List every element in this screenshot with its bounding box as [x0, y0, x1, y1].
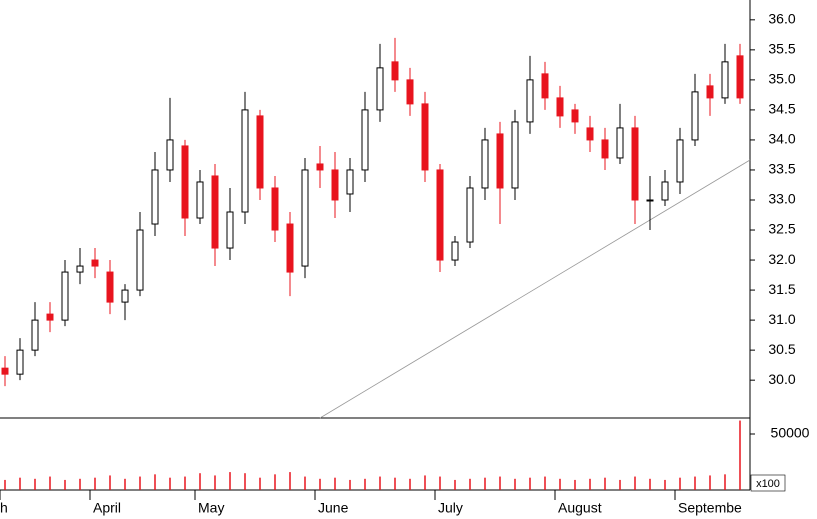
x-tick-label: May	[198, 500, 224, 516]
candle-body	[511, 121, 519, 189]
unit-box	[750, 474, 786, 492]
candle-body	[466, 187, 474, 243]
y-tick-label: 36.0	[768, 11, 795, 27]
candle-body	[526, 79, 534, 123]
candle-body	[91, 259, 99, 267]
y-tick-label: 31.5	[768, 281, 795, 297]
x-tick-label: h	[0, 500, 8, 516]
candle-body	[646, 199, 654, 202]
x-tick-label: April	[93, 500, 121, 516]
volume-unit: x100	[756, 478, 780, 490]
candle-body	[661, 181, 669, 201]
candle-body	[166, 139, 174, 171]
candle-body	[331, 169, 339, 201]
candle-body	[61, 271, 69, 321]
candle-body	[496, 133, 504, 189]
candle-body	[691, 91, 699, 141]
y-tick-label: 34.5	[768, 101, 795, 117]
candle-body	[421, 103, 429, 171]
candle-body	[571, 109, 579, 123]
candle-body	[706, 85, 714, 99]
candle-body	[271, 187, 279, 231]
y-tick-label: 32.0	[768, 251, 795, 267]
candle-body	[406, 79, 414, 105]
candle-body	[586, 127, 594, 141]
candle-body	[436, 169, 444, 261]
candle-body	[361, 109, 369, 171]
candle-body	[556, 97, 564, 117]
x-tick-label: Septembe	[678, 500, 742, 516]
y-tick-label: 32.5	[768, 221, 795, 237]
candle-body	[541, 73, 549, 99]
candle-body	[256, 115, 264, 189]
volume-tick-label: 50000	[771, 425, 810, 441]
y-tick-label: 30.0	[768, 371, 795, 387]
candle-body	[391, 61, 399, 81]
candle-body	[301, 169, 309, 267]
x-tick-label: August	[558, 500, 602, 516]
x-tick-label: July	[438, 500, 463, 516]
candle-body	[1, 367, 9, 375]
y-tick-label: 30.5	[768, 341, 795, 357]
y-tick-label: 34.0	[768, 131, 795, 147]
y-tick-label: 31.0	[768, 311, 795, 327]
y-tick-label: 33.5	[768, 161, 795, 177]
candle-body	[481, 139, 489, 189]
y-tick-label: 35.5	[768, 41, 795, 57]
candle-body	[736, 55, 744, 99]
candle-body	[196, 181, 204, 219]
candle-body	[16, 349, 24, 375]
candle-body	[151, 169, 159, 225]
candle-body	[286, 223, 294, 273]
candle-body	[136, 229, 144, 291]
candle-body	[676, 139, 684, 183]
candle-body	[451, 241, 459, 261]
candle-body	[46, 313, 54, 321]
trendline	[319, 159, 751, 419]
candle-body	[316, 163, 324, 171]
candle-body	[226, 211, 234, 249]
candle-body	[376, 67, 384, 111]
candle-body	[631, 127, 639, 201]
y-tick-label: 35.0	[768, 71, 795, 87]
candle-body	[721, 61, 729, 99]
candle-body	[31, 319, 39, 351]
x-tick-label: June	[318, 500, 349, 516]
y-tick-label: 33.0	[768, 191, 795, 207]
candle-body	[211, 175, 219, 249]
candle-body	[106, 271, 114, 303]
candle-body	[346, 169, 354, 195]
candle-body	[616, 127, 624, 159]
candle-body	[241, 109, 249, 213]
candle-body	[76, 265, 84, 273]
candle-body	[601, 139, 609, 159]
candle-body	[181, 145, 189, 219]
candle-body	[121, 289, 129, 303]
